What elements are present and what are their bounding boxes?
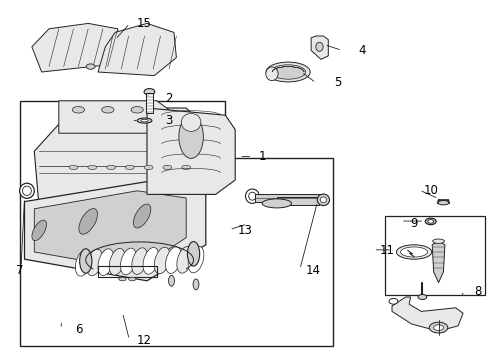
Ellipse shape [438,201,449,205]
Ellipse shape [434,325,443,330]
Polygon shape [34,108,216,209]
Ellipse shape [102,107,114,113]
Polygon shape [392,297,463,331]
Ellipse shape [181,113,201,131]
Ellipse shape [428,220,434,223]
Text: 9: 9 [410,217,418,230]
Ellipse shape [318,194,329,206]
Bar [146,93,153,113]
Ellipse shape [131,107,143,113]
Text: 7: 7 [16,264,24,276]
Polygon shape [311,36,328,59]
Ellipse shape [320,197,326,203]
Text: 1: 1 [258,150,266,163]
Ellipse shape [144,165,153,170]
Ellipse shape [154,247,170,274]
Ellipse shape [182,165,191,170]
Polygon shape [24,180,206,281]
Text: 11: 11 [380,244,394,257]
Ellipse shape [137,118,152,123]
Ellipse shape [133,204,151,228]
Polygon shape [32,23,120,72]
Ellipse shape [141,120,148,122]
Text: 5: 5 [334,76,342,89]
Ellipse shape [128,277,136,281]
Bar [255,194,323,202]
Ellipse shape [188,242,200,266]
Polygon shape [432,241,445,283]
Ellipse shape [266,62,310,82]
Ellipse shape [245,189,259,203]
Polygon shape [34,191,186,270]
Text: 14: 14 [306,264,321,276]
Text: 4: 4 [359,44,367,57]
Ellipse shape [266,67,278,81]
Ellipse shape [121,248,136,275]
Ellipse shape [119,277,126,281]
Ellipse shape [163,165,172,170]
Text: 2: 2 [165,93,173,105]
Ellipse shape [143,247,159,274]
Ellipse shape [86,64,95,69]
Ellipse shape [87,249,102,276]
Ellipse shape [433,239,444,243]
Ellipse shape [125,165,134,170]
Ellipse shape [425,218,436,225]
Ellipse shape [98,249,114,275]
Ellipse shape [32,220,47,240]
Text: 12: 12 [137,334,152,347]
Ellipse shape [79,208,98,234]
Ellipse shape [75,249,91,276]
Ellipse shape [193,279,199,290]
Ellipse shape [179,115,203,158]
Bar [385,216,485,295]
Ellipse shape [20,183,34,198]
Ellipse shape [23,186,31,195]
Ellipse shape [262,199,292,208]
Text: 6: 6 [74,323,82,336]
Text: 8: 8 [474,285,482,298]
Ellipse shape [79,249,92,273]
Text: 10: 10 [424,184,439,197]
Polygon shape [98,23,176,76]
Text: 15: 15 [137,17,152,30]
Ellipse shape [396,245,432,259]
Ellipse shape [144,89,155,95]
Ellipse shape [418,294,427,300]
Polygon shape [147,108,235,194]
Ellipse shape [73,107,84,113]
Ellipse shape [132,248,147,274]
Bar [277,197,318,205]
Ellipse shape [248,192,256,200]
Ellipse shape [109,248,125,275]
Ellipse shape [107,165,116,170]
Ellipse shape [389,298,398,304]
Ellipse shape [169,275,174,286]
Polygon shape [59,101,176,133]
Ellipse shape [400,247,427,257]
Text: 3: 3 [165,114,173,127]
Ellipse shape [166,247,181,274]
Text: 13: 13 [238,224,252,237]
Ellipse shape [270,65,306,79]
Ellipse shape [177,247,193,273]
Ellipse shape [429,322,448,333]
Ellipse shape [69,165,78,170]
Ellipse shape [88,165,97,170]
Ellipse shape [188,246,204,273]
Ellipse shape [316,42,323,51]
